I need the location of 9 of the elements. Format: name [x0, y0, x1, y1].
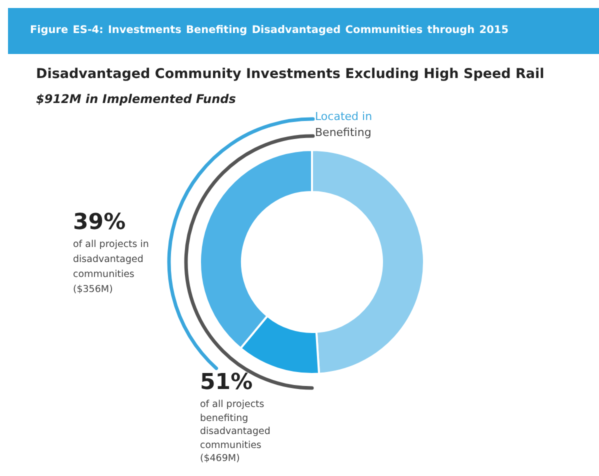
text: Located in	[315, 110, 372, 123]
text: Benefiting	[315, 126, 372, 139]
text: 51%	[200, 370, 253, 395]
text: of all projects in disadvantaged communities ($356M)	[73, 238, 150, 297]
chart-subtitle: Disadvantaged Community Investments Excluding High Speed Rail	[36, 66, 544, 82]
text: $912M in Implemented Funds	[36, 92, 236, 106]
text: 39%	[73, 210, 126, 235]
text: of all projects benefiting disadvantaged communities ($469M)	[200, 398, 272, 466]
chart-title: Figure ES-4: Investments Benefiting Disadvantaged Communities through 2015	[30, 24, 509, 36]
